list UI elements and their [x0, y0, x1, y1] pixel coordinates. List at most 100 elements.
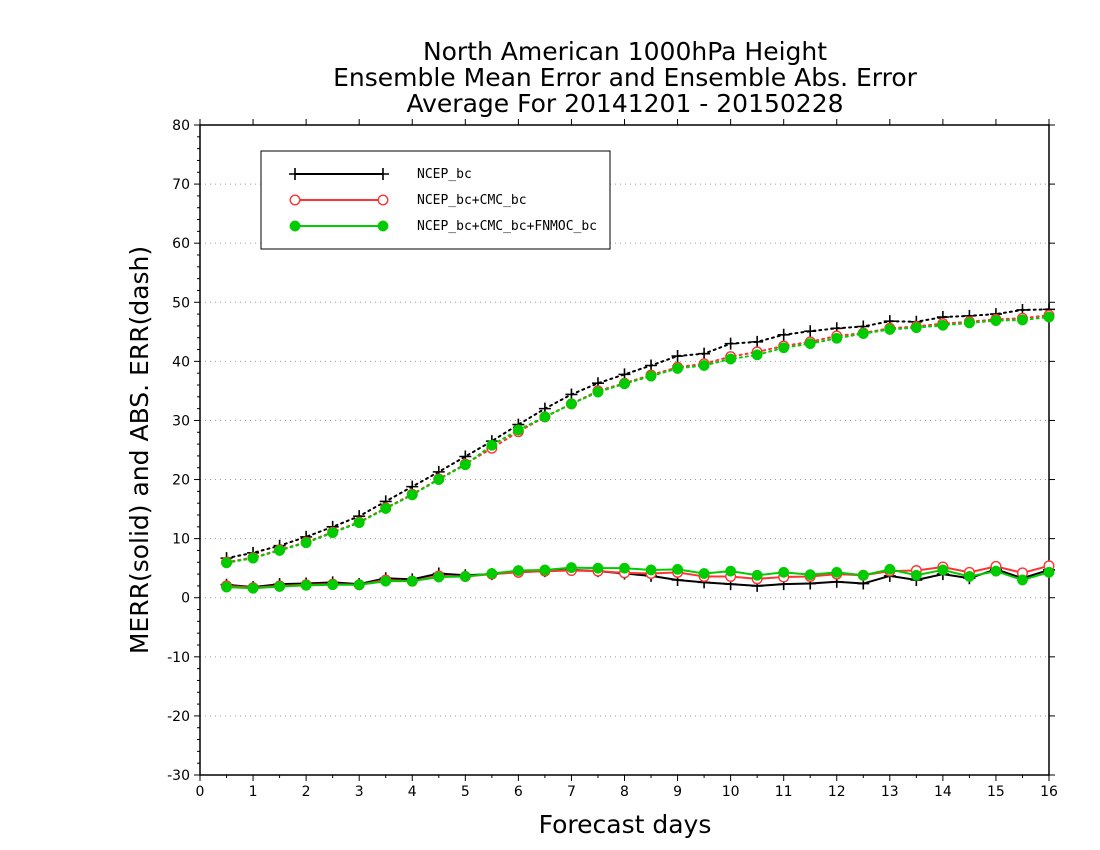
abs-err-point [459, 459, 471, 471]
abs-err-point [1017, 314, 1028, 326]
merr-point [459, 571, 471, 582]
abs-err-point [778, 342, 790, 354]
abs-err-point [884, 324, 896, 335]
merr-point [1043, 566, 1055, 578]
legend-marker [289, 220, 301, 232]
merr-point [300, 579, 312, 591]
abs-err-point [831, 332, 843, 344]
merr-point [698, 568, 710, 579]
series-ncep-bc-cmc-bc-fnmoc-bc [221, 311, 1055, 594]
x-tick-label: 0 [196, 784, 205, 800]
abs-err-point [619, 378, 630, 390]
x-tick-label: 1 [249, 784, 258, 800]
abs-err-point [380, 503, 392, 514]
legend-marker [377, 220, 389, 232]
abs-err-point [406, 489, 418, 501]
merr-point [910, 569, 922, 581]
chart-title-line: Average For 20141201 - 20150228 [406, 89, 843, 118]
merr-point [857, 569, 869, 581]
x-tick-label: 15 [987, 784, 1005, 800]
x-tick-label: 13 [881, 784, 899, 800]
abs-err-point [910, 322, 922, 334]
abs-err-point [433, 474, 445, 485]
legend-item: NCEP_bc+CMC_bc [289, 193, 527, 208]
abs-err-point [804, 338, 816, 350]
legend-item: NCEP_bc [289, 167, 472, 182]
merr-point [1017, 574, 1028, 586]
abs-err-point [804, 325, 817, 338]
merr-point [512, 565, 524, 576]
merr-point [619, 562, 630, 574]
x-tick-label: 3 [355, 784, 364, 800]
legend-marker [377, 168, 389, 180]
merr-point [990, 565, 1002, 577]
merr-point [725, 565, 737, 577]
y-tick-label: 70 [172, 177, 190, 193]
x-tick-label: 4 [408, 784, 417, 800]
abs-err-point [672, 363, 684, 374]
abs-err-point [645, 370, 657, 382]
y-tick-label: 80 [172, 118, 190, 134]
abs-err-point [327, 527, 339, 539]
x-tick-label: 16 [1040, 784, 1058, 800]
legend-marker [377, 194, 389, 206]
merr-point [539, 564, 551, 576]
y-axis-label: MERR(solid) and ABS. ERR(dash) [125, 246, 154, 654]
legend-label: NCEP_bc [417, 167, 472, 182]
abs-err-line-ncep-bc-cmc-bc [225, 314, 1050, 564]
series-ncep-bc-cmc-bc [221, 309, 1055, 594]
abs-err-point [1043, 311, 1055, 323]
merr-point [751, 569, 763, 581]
chart-title-line: Ensemble Mean Error and Ensemble Abs. Er… [333, 63, 918, 92]
merr-point [937, 564, 949, 576]
abs-err-point [592, 386, 604, 398]
y-tick-label: 50 [172, 295, 190, 311]
merr-point [274, 581, 286, 592]
x-tick-label: 5 [461, 784, 470, 800]
abs-err-point [724, 337, 737, 350]
abs-err-point [247, 552, 259, 564]
merr-point [672, 563, 684, 575]
y-tick-label: -30 [167, 768, 190, 784]
merr-point [645, 564, 657, 576]
abs-err-point [857, 328, 869, 340]
abs-err-point [698, 347, 711, 360]
x-tick-label: 12 [828, 784, 846, 800]
abs-err-point [990, 315, 1002, 327]
legend-label: NCEP_bc+CMC_bc [417, 193, 527, 208]
x-tick-label: 6 [514, 784, 523, 800]
merr-point [486, 568, 498, 579]
abs-err-point [565, 398, 577, 410]
chart-title-line: North American 1000hPa Height [423, 37, 827, 66]
abs-err-point [963, 317, 975, 329]
legend-marker [289, 194, 301, 206]
series-ncep-bc [220, 303, 1055, 594]
x-tick-label: 2 [302, 784, 311, 800]
merr-point [884, 563, 896, 575]
abs-err-point [751, 349, 763, 361]
merr-point [380, 575, 392, 587]
y-tick-label: -10 [167, 650, 190, 666]
legend-item: NCEP_bc+CMC_bc+FNMOC_bc [289, 219, 597, 234]
x-tick-label: 11 [775, 784, 793, 800]
x-tick-label: 14 [934, 784, 952, 800]
merr-point [831, 566, 843, 578]
merr-point [353, 579, 365, 591]
y-tick-label: 60 [172, 236, 190, 252]
abs-err-point [539, 411, 551, 423]
legend: NCEP_bc NCEP_bc+CMC_bc NCEP_bc+CMC_bc+FNMO… [260, 150, 611, 250]
abs-err-point [671, 350, 684, 363]
grid [200, 183, 1049, 717]
y-tick-label: 40 [172, 354, 190, 370]
abs-err-point [353, 517, 365, 529]
merr-point [778, 566, 790, 578]
merr-point [247, 582, 259, 594]
legend-marker [289, 168, 301, 180]
abs-err-point [698, 360, 710, 371]
y-tick-label: 0 [181, 591, 190, 607]
x-tick-label: 7 [567, 784, 576, 800]
abs-err-point [725, 353, 737, 365]
plot-area [220, 303, 1055, 594]
x-tick-label: 8 [620, 784, 629, 800]
